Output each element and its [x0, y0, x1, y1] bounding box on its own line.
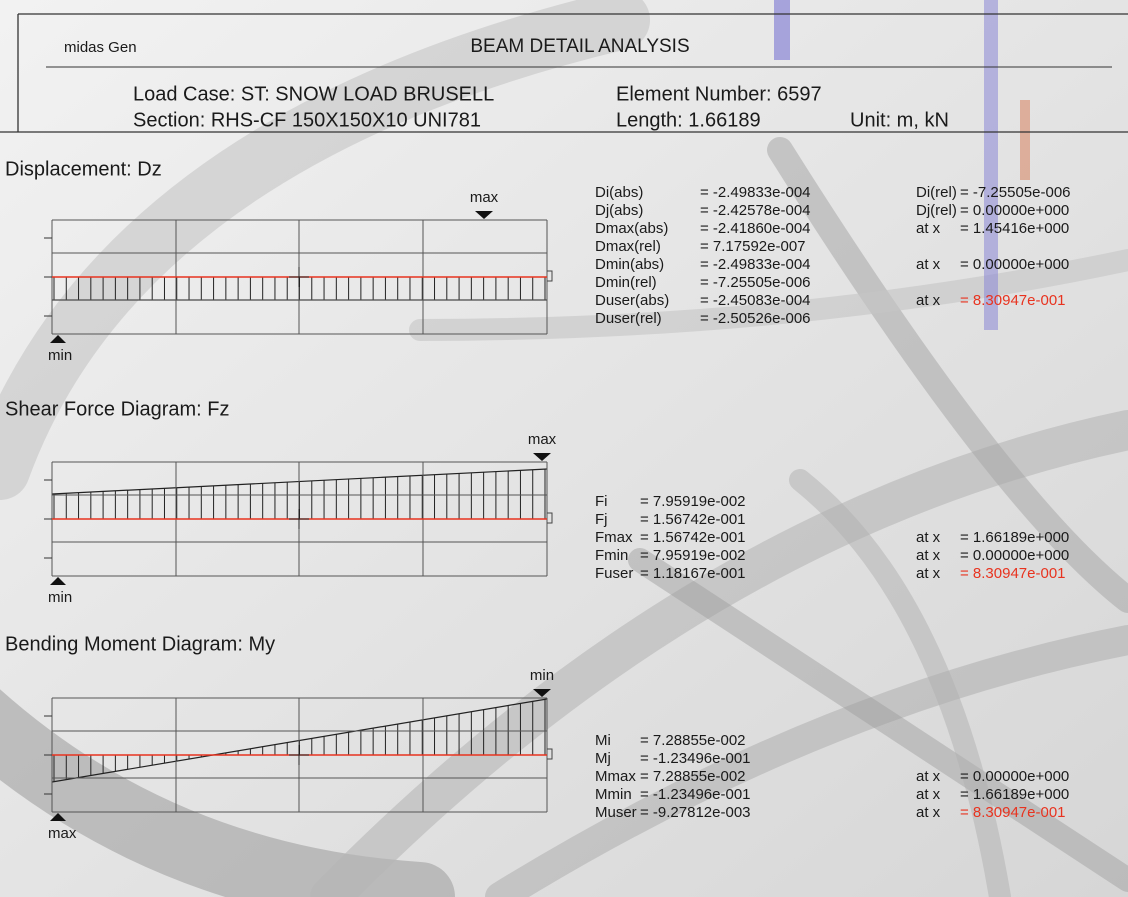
result-value: = 7.28855e-002: [640, 732, 746, 749]
result-label: Dj(abs): [595, 202, 643, 219]
position-label: at x: [916, 256, 941, 273]
position-value: = 0.00000e+000: [960, 256, 1069, 273]
result-value: = -2.41860e-004: [700, 220, 811, 237]
result-value: = -9.27812e-003: [640, 804, 751, 821]
position-value: = 1.66189e+000: [960, 786, 1069, 803]
result-label: Fuser: [595, 565, 633, 582]
marker-label: min: [530, 667, 554, 684]
section-title: Displacement: Dz: [5, 158, 162, 180]
result-value: = -1.23496e-001: [640, 786, 751, 803]
unit: Unit: m, kN: [850, 109, 949, 131]
element-number: Element Number: 6597: [616, 83, 822, 105]
section-title: Bending Moment Diagram: My: [5, 633, 275, 655]
marker-label: min: [48, 589, 72, 606]
position-label: Di(rel): [916, 184, 957, 201]
report-title: BEAM DETAIL ANALYSIS: [470, 36, 689, 57]
marker-label: max: [48, 825, 77, 842]
result-label: Fmin: [595, 547, 628, 564]
result-value: = -2.45083e-004: [700, 292, 811, 309]
report: midas Gen BEAM DETAIL ANALYSIS Load Case…: [0, 0, 1128, 897]
result-value: = -2.50526e-006: [700, 310, 811, 327]
app-name: midas Gen: [64, 39, 137, 56]
result-label: Fj: [595, 511, 608, 528]
length: Length: 1.66189: [616, 109, 761, 131]
position-label: Dj(rel): [916, 202, 957, 219]
position-label: at x: [916, 768, 941, 785]
result-label: Dmin(abs): [595, 256, 664, 273]
result-label: Di(abs): [595, 184, 643, 201]
result-value: = -2.49833e-004: [700, 256, 811, 273]
render-member: [1020, 100, 1030, 180]
position-label: at x: [916, 804, 941, 821]
result-value: = -2.42578e-004: [700, 202, 811, 219]
position-value: = 0.00000e+000: [960, 768, 1069, 785]
result-value: = -2.49833e-004: [700, 184, 811, 201]
marker-label: max: [470, 189, 499, 206]
result-value: = 7.17592e-007: [700, 238, 806, 255]
position-value: = 1.45416e+000: [960, 220, 1069, 237]
result-value: = 7.95919e-002: [640, 547, 746, 564]
result-label: Muser: [595, 804, 637, 821]
result-label: Dmax(rel): [595, 238, 661, 255]
result-label: Duser(abs): [595, 292, 669, 309]
position-value: = 8.30947e-001: [960, 565, 1066, 582]
result-value: = 7.95919e-002: [640, 493, 746, 510]
result-label: Mmax: [595, 768, 636, 785]
position-value: = 1.66189e+000: [960, 529, 1069, 546]
render-member: [774, 0, 790, 60]
result-label: Dmin(rel): [595, 274, 657, 291]
render-member: [984, 0, 998, 330]
load-case: Load Case: ST: SNOW LOAD BRUSELL: [133, 83, 494, 105]
result-label: Mi: [595, 732, 611, 749]
position-value: = 0.00000e+000: [960, 547, 1069, 564]
section: Section: RHS-CF 150X150X10 UNI781: [133, 109, 481, 131]
position-value: = 8.30947e-001: [960, 292, 1066, 309]
result-value: = 7.28855e-002: [640, 768, 746, 785]
position-value: = -7.25505e-006: [960, 184, 1071, 201]
position-label: at x: [916, 292, 941, 309]
position-label: at x: [916, 786, 941, 803]
position-value: = 0.00000e+000: [960, 202, 1069, 219]
position-label: at x: [916, 565, 941, 582]
position-label: at x: [916, 529, 941, 546]
result-label: Mj: [595, 750, 611, 767]
position-label: at x: [916, 220, 941, 237]
position-value: = 8.30947e-001: [960, 804, 1066, 821]
result-label: Dmax(abs): [595, 220, 668, 237]
position-label: at x: [916, 547, 941, 564]
result-label: Fmax: [595, 529, 633, 546]
marker-label: min: [48, 347, 72, 364]
result-value: = 1.56742e-001: [640, 511, 746, 528]
marker-label: max: [528, 431, 557, 448]
result-value: = 1.56742e-001: [640, 529, 746, 546]
result-value: = -7.25505e-006: [700, 274, 811, 291]
result-value: = 1.18167e-001: [640, 565, 746, 582]
section-title: Shear Force Diagram: Fz: [5, 398, 230, 420]
result-value: = -1.23496e-001: [640, 750, 751, 767]
result-label: Mmin: [595, 786, 632, 803]
result-label: Fi: [595, 493, 608, 510]
result-label: Duser(rel): [595, 310, 662, 327]
